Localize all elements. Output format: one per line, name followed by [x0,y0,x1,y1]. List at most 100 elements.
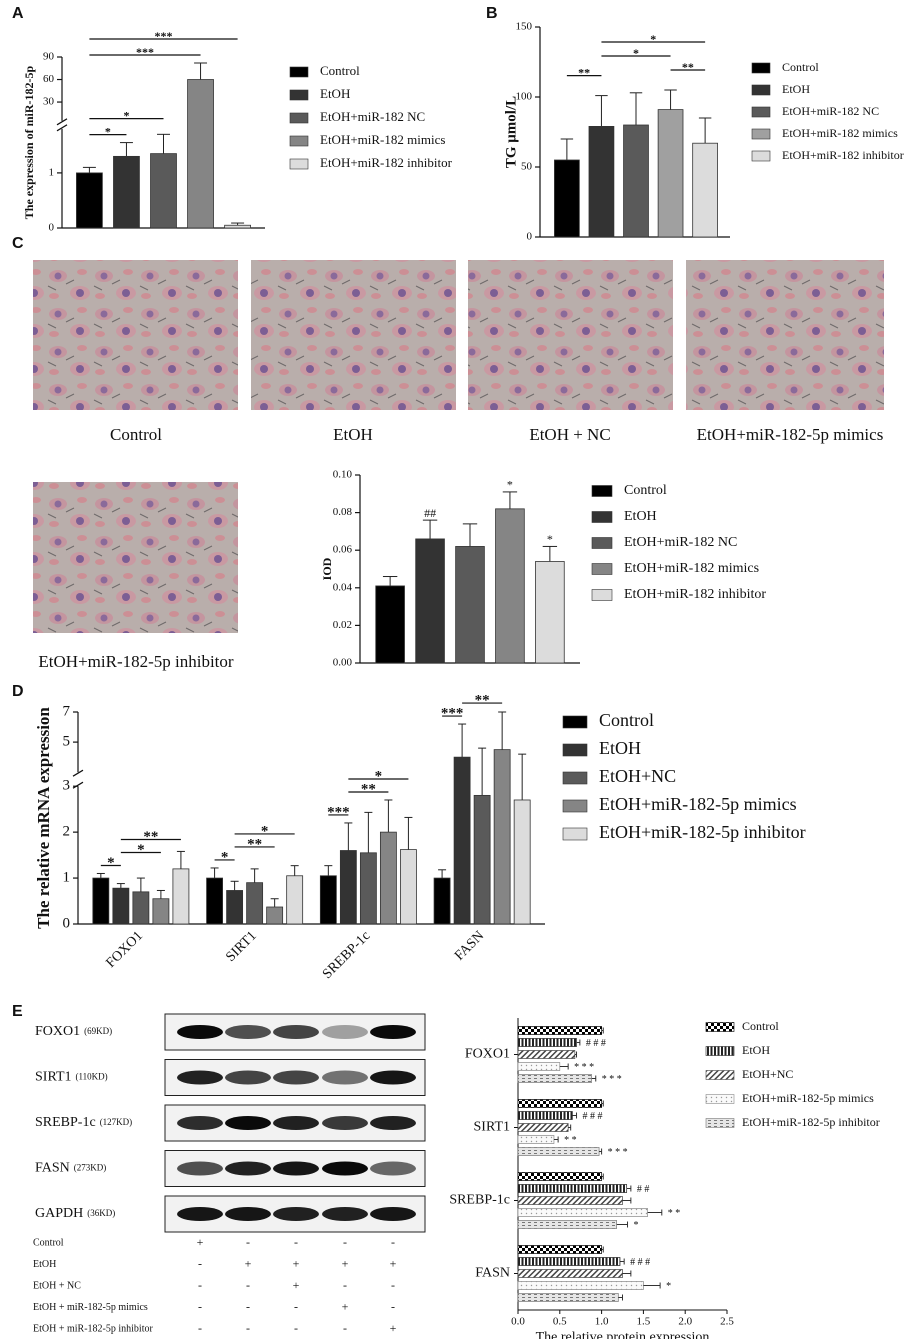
bar [517,1123,569,1132]
blot-band [322,1070,368,1085]
y-tick-label: 7 [63,703,71,719]
bar [152,898,170,925]
legend-swatch [591,511,613,523]
y-tick-label: 3 [63,778,71,794]
blot-band [370,1070,416,1085]
legend-swatch [562,771,588,785]
blot-band [322,1025,368,1039]
bar [517,1111,573,1120]
blot-band [370,1116,416,1130]
x-tick-label: 0.0 [511,1316,525,1328]
treatment-mark: - [391,1235,395,1249]
treatment-label: Control [33,1237,64,1248]
blot-band [225,1116,271,1130]
bar [517,1172,602,1181]
treatment-mark: - [294,1235,298,1249]
image-caption: Control [110,425,162,444]
significance-label: * * * [602,1074,622,1085]
significance-label: * [507,478,513,492]
bar [495,508,525,664]
legend-swatch [562,799,588,813]
bar [517,1208,648,1217]
x-tick-label: 1.0 [595,1316,609,1328]
legend-swatch [289,66,309,78]
significance-label: * * [564,1135,577,1146]
bar [172,868,190,925]
blot-band [225,1070,271,1085]
treatment-label: EtOH + miR-182-5p inhibitor [33,1323,153,1334]
blot-band [322,1116,368,1130]
legend-swatch [751,62,771,74]
bar [379,831,397,925]
y-tick-label: 5 [63,734,71,750]
treatment-mark: - [294,1299,298,1313]
significance-label: * [261,823,269,839]
significance-label: * [547,532,553,546]
bar [517,1245,602,1254]
x-tick-label: FASN [452,928,487,963]
legend-label: Control [742,1019,779,1033]
legend-label: EtOH+miR-182-5p mimics [742,1091,874,1105]
treatment-mark: - [198,1278,202,1292]
legend-label: EtOH+miR-182 mimics [782,126,898,140]
micrograph [33,260,238,410]
significance-label: * [634,1220,639,1231]
significance-label: ## [424,506,436,520]
image-caption: EtOH+miR-182-5p inhibitor [38,652,233,671]
x-tick-label: SIRT1 [223,928,259,964]
treatment-mark: - [246,1235,250,1249]
legend-swatch [705,1046,735,1056]
legend-swatch [751,84,771,96]
x-tick-label: 0.5 [553,1316,567,1328]
y-tick-label: 2 [63,824,71,840]
treatment-mark: - [246,1299,250,1313]
treatment-mark: - [198,1321,202,1335]
treatment-mark: + [342,1299,349,1313]
micrograph [468,260,673,410]
y-tick-label: 0.08 [333,506,353,518]
y-tick-label: 150 [516,21,533,33]
y-tick-label: 90 [43,51,55,63]
legend-label: EtOH+NC [742,1067,793,1081]
y-tick-label: 100 [516,91,533,103]
significance-label: * [107,855,115,871]
significance-label: ** [682,60,694,74]
x-tick-label: 2.5 [720,1316,734,1328]
protein-size: (273KD) [74,1163,107,1173]
y-tick-label: FASN [475,1266,510,1281]
bar [517,1196,623,1205]
significance-label: ** [475,692,490,708]
bar [517,1135,555,1144]
y-tick-label: 0.02 [333,619,352,631]
protein-label: SREBP-1c (127KD) [35,1115,132,1130]
blot-band [177,1116,223,1130]
legend-swatch [562,827,588,841]
bar [623,124,649,238]
significance-label: * * * [574,1062,594,1073]
bar [692,142,718,238]
significance-label: *** [441,705,464,721]
legend-label: EtOH [782,82,810,96]
bar [517,1038,577,1047]
bar [588,126,615,238]
legend-swatch [289,135,309,147]
treatment-mark: - [391,1299,395,1313]
bar [375,585,405,664]
significance-label: ** [361,781,376,797]
legend-swatch [562,715,588,729]
bar [517,1026,602,1035]
treatment-mark: - [294,1321,298,1335]
y-tick-label: 50 [521,161,533,173]
micrograph [33,482,238,633]
significance-label: # # # [586,1038,606,1049]
protein-label: FASN (273KD) [35,1161,106,1176]
bar [517,1257,621,1266]
bar [112,887,130,925]
treatment-mark: - [343,1321,347,1335]
bar [224,224,251,229]
blot-band [273,1070,319,1085]
image-caption: EtOH + NC [529,425,610,444]
legend-label: EtOH [599,738,641,758]
bar [150,153,177,229]
bar [453,756,471,925]
